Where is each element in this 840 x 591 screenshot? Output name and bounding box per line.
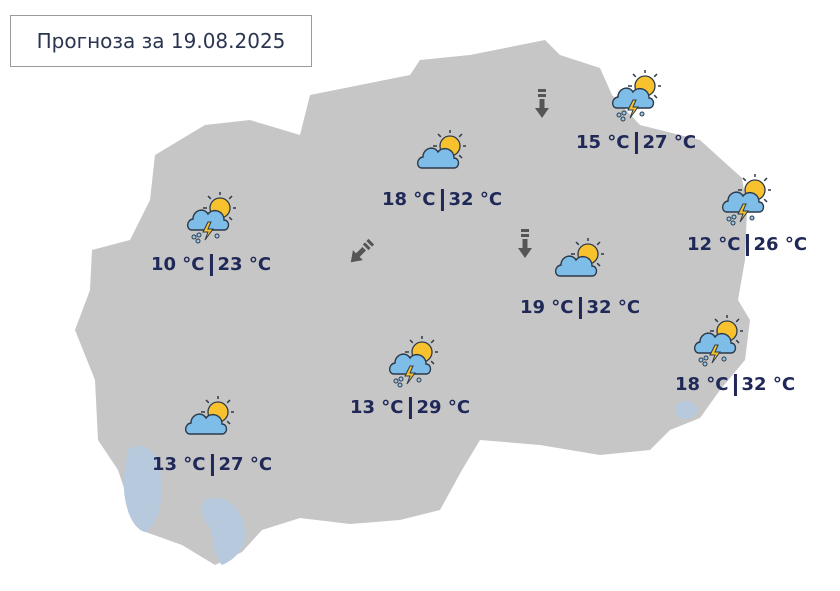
partly-cloudy-icon bbox=[552, 237, 605, 294]
station-temperature: 12 °C 26 °C bbox=[687, 234, 807, 256]
cloud-icon bbox=[721, 191, 765, 213]
min-temp: 15 °C bbox=[575, 132, 630, 153]
separator bbox=[408, 397, 412, 419]
min-temp: 12 °C bbox=[686, 234, 741, 255]
max-temp: 27 °C bbox=[642, 132, 697, 153]
separator bbox=[578, 297, 582, 319]
rain-icon bbox=[726, 214, 755, 226]
cloud-icon bbox=[611, 87, 655, 109]
lake-ohrid bbox=[123, 445, 162, 532]
station-temperature: 18 °C 32 °C bbox=[675, 374, 795, 396]
min-temp: 19 °C bbox=[519, 297, 574, 318]
min-temp: 18 °C bbox=[381, 189, 436, 210]
max-temp: 23 °C bbox=[217, 254, 272, 275]
min-temp: 10 °C bbox=[150, 254, 205, 275]
thunderstorm-sun-icon bbox=[386, 335, 439, 392]
cloud-icon bbox=[184, 413, 228, 435]
max-temp: 29 °C bbox=[416, 397, 471, 418]
rain-icon bbox=[191, 232, 220, 244]
separator bbox=[634, 132, 638, 154]
lightning-icon bbox=[709, 344, 721, 364]
cloud-icon bbox=[186, 209, 230, 231]
min-temp: 18 °C bbox=[674, 374, 729, 395]
rain-icon bbox=[698, 355, 727, 367]
station-temperature: 15 °C 27 °C bbox=[576, 132, 696, 154]
separator bbox=[733, 374, 737, 396]
thunderstorm-sun-icon bbox=[719, 173, 772, 230]
forecast-title: Прогноза за 19.08.2025 bbox=[10, 15, 312, 67]
lightning-icon bbox=[202, 221, 214, 241]
max-temp: 32 °C bbox=[741, 374, 796, 395]
separator bbox=[745, 234, 749, 256]
rain-icon bbox=[393, 376, 422, 388]
max-temp: 32 °C bbox=[448, 189, 503, 210]
wind-arrow-icon bbox=[350, 238, 375, 263]
partly-cloudy-icon bbox=[414, 129, 467, 186]
country-shape bbox=[75, 40, 750, 565]
wind-arrow-icon bbox=[535, 89, 549, 118]
separator bbox=[209, 254, 213, 276]
rain-icon bbox=[616, 110, 645, 122]
separator bbox=[210, 454, 214, 476]
station-temperature: 19 °C 32 °C bbox=[520, 297, 640, 319]
max-temp: 26 °C bbox=[753, 234, 808, 255]
station-temperature: 13 °C 29 °C bbox=[350, 397, 470, 419]
cloud-icon bbox=[388, 353, 432, 375]
lightning-icon bbox=[737, 203, 749, 223]
lake-dojran bbox=[675, 401, 697, 419]
min-temp: 13 °C bbox=[349, 397, 404, 418]
station-temperature: 10 °C 23 °C bbox=[151, 254, 271, 276]
lightning-icon bbox=[404, 365, 416, 385]
lake-prespa bbox=[201, 497, 246, 565]
partly-cloudy-icon bbox=[182, 395, 235, 452]
cloud-icon bbox=[693, 332, 737, 354]
cloud-icon bbox=[554, 255, 598, 277]
station-temperature: 18 °C 32 °C bbox=[382, 189, 502, 211]
thunderstorm-sun-icon bbox=[609, 69, 662, 126]
thunderstorm-sun-icon bbox=[184, 191, 237, 248]
max-temp: 27 °C bbox=[218, 454, 273, 475]
station-temperature: 13 °C 27 °C bbox=[152, 454, 272, 476]
lightning-icon bbox=[627, 99, 639, 119]
thunderstorm-sun-icon bbox=[691, 314, 744, 371]
wind-arrow-icon bbox=[518, 229, 532, 258]
max-temp: 32 °C bbox=[586, 297, 641, 318]
separator bbox=[440, 189, 444, 211]
min-temp: 13 °C bbox=[151, 454, 206, 475]
cloud-icon bbox=[416, 147, 460, 169]
